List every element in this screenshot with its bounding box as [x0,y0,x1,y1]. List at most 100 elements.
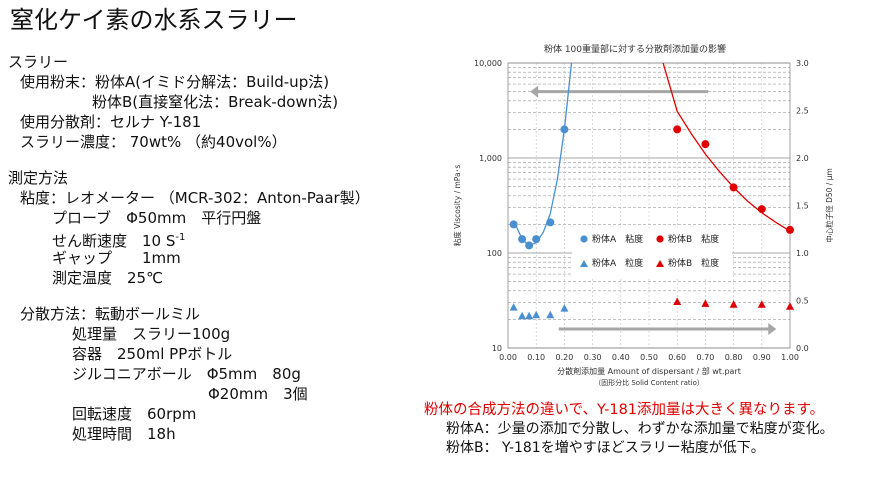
description-line: 処理量 スラリー100g [8,324,370,344]
description-text: 容器 250ml PPボトル [72,345,233,363]
summary-note: 粉体の合成方法の違いで、Y-181添加量は大きく異なります。 [424,402,825,418]
data-point-triangle [757,300,766,308]
data-point-triangle [673,297,682,305]
data-point-triangle [525,311,534,320]
data-point-triangle [509,303,518,311]
description-line: 回転速度 60rpm [8,404,370,424]
y2-tick-label: 2.0 [796,154,809,163]
legend-label: 粉体B 粘度 [668,233,719,245]
powder-b-note: 粉体B： Y-181を増やすほどスラリー粘度が低下。 [446,440,765,456]
data-point-triangle [729,300,738,308]
x-tick-label: 0.40 [612,353,630,362]
description-text: 測定温度 25℃ [52,269,163,287]
description-line: 処理時間 18h [8,424,370,444]
x-tick-label: 0.90 [753,353,771,362]
data-point-triangle [546,310,555,319]
description-line: 容器 250ml PPボトル [8,344,370,364]
description-line: 分散方法：転動ボールミル [8,304,370,324]
description-text: ギャップ 1mm [52,249,181,267]
data-point-circle [560,125,569,134]
data-point-triangle [518,311,527,320]
y-tick-label: 100 [487,249,502,258]
x-axis-subtitle: （固形分比 Solid Content ratio） [594,378,704,387]
y2-tick-label: 1.0 [796,249,809,258]
data-point-circle [757,205,766,214]
legend-label: 粉体A 粘度 [592,233,643,245]
data-point-circle [701,140,710,149]
description-text: Φ20mm 3個 [208,385,308,403]
spacer [8,288,370,304]
y-axis-title: 粘度 Viscosity / mPa･s [452,165,462,247]
description-line: ジルコニアボール Φ5mm 80g [8,364,370,384]
y2-tick-label: 0.5 [796,297,809,306]
data-point-circle [673,125,682,134]
description-line: 使用分散剤：セルナ Y-181 [8,112,370,132]
x-axis-title: 分散剤添加量 Amount of dispersant / 部 wt.part [557,366,741,376]
spacer [8,152,370,168]
legend-marker [580,260,588,267]
data-point-circle [532,235,541,244]
plot-frame [507,62,791,349]
description-text: 処理時間 18h [72,425,176,443]
x-tick-label: 0.60 [668,353,686,362]
description-line: スラリー濃度： 70wt% （約40vol%） [8,132,370,152]
description-text: ジルコニアボール Φ5mm 80g [72,365,301,383]
legend-marker [580,235,588,243]
data-point-triangle [701,299,710,307]
legend-marker [656,235,664,243]
data-point-triangle [532,310,541,319]
description-text: 処理量 スラリー100g [72,325,231,343]
description-text: スラリー濃度： 70wt% （約40vol%） [20,133,287,151]
x-tick-label: 0.10 [527,353,545,362]
trend-arrow-head [530,85,539,98]
superscript: -1 [175,232,186,243]
legend-label: 粉体A 粒度 [592,257,643,269]
x-tick-label: 0.50 [640,353,658,362]
description-line: 粉体B(直接窒化法：Break-down法) [8,92,370,112]
x-tick-label: 0.80 [725,353,743,362]
x-tick-label: 1.00 [781,353,799,362]
data-point-circle [509,220,518,229]
description-line: せん断速度 10 S-1 [8,228,370,250]
x-tick-label: 0.70 [696,353,714,362]
data-point-triangle [786,302,794,310]
data-point-circle [518,235,527,244]
y2-tick-label: 0.0 [796,344,809,353]
description-line: 粘度：レオメーター （MCR-302：Anton-Paar製） [8,188,370,208]
data-point-circle [525,241,534,250]
y-tick-label: 10,000 [474,59,502,68]
x-tick-label: 0.20 [555,353,573,362]
y2-tick-label: 3.0 [796,59,809,68]
data-point-triangle [560,304,569,312]
page-title: 窒化ケイ素の水系スラリー [10,6,298,34]
x-tick-label: 0.30 [584,353,602,362]
description-text: 回転速度 60rpm [72,405,197,423]
description-text: プローブ Φ50mm 平行円盤 [52,209,262,227]
data-point-circle [786,225,794,234]
trend-arrow-head [768,323,777,335]
legend-marker [656,260,664,267]
y-tick-label: 10 [492,344,502,353]
y2-axis-title: 中心粒子径 D50 / μm [824,168,834,243]
chart-title: 粉体 100重量部に対する分散剤添加量の影響 [543,45,727,55]
description-line: プローブ Φ50mm 平行円盤 [8,208,370,228]
description-line: 測定温度 25℃ [8,268,370,288]
data-point-circle [546,218,555,227]
y2-tick-label: 2.5 [796,107,809,116]
description-line: Φ20mm 3個 [8,384,370,404]
description-line: ギャップ 1mm [8,248,370,268]
fit-curve [513,63,573,247]
powder-a-note: 粉体A：少量の添加で分散し、わずかな添加量で粘度が変化。 [446,421,834,437]
description-text: スラリー [8,53,69,71]
description-line: スラリー [8,52,370,72]
description-text: 分散方法：転動ボールミル [20,305,201,323]
description-text: 粘度：レオメーター （MCR-302：Anton-Paar製） [20,189,370,207]
legend-box [572,228,732,278]
y2-tick-label: 1.5 [796,202,809,211]
fit-curve [662,63,790,232]
description-text: 使用分散剤：セルナ Y-181 [20,113,202,131]
description-text: 使用粉末：粉体A(イミド分解法：Build-up法) [20,73,330,91]
description-text: せん断速度 10 S [52,232,176,250]
data-point-circle [729,183,738,192]
legend-label: 粉体B 粒度 [668,257,719,269]
